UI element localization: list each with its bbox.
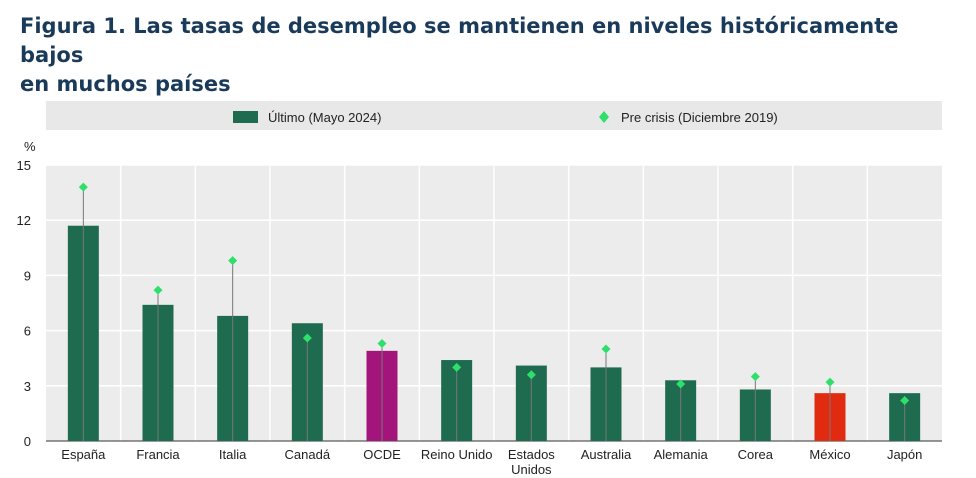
marker-precrisis — [825, 377, 835, 387]
y-tick-label: 12 — [17, 213, 31, 228]
x-tick-label: Corea — [738, 447, 774, 462]
marker-precrisis — [228, 256, 238, 266]
x-tick-label: Canadá — [285, 447, 331, 462]
y-tick-label: 6 — [24, 324, 31, 339]
x-tick-label: España — [61, 447, 106, 462]
chart-title-line-1: Figura 1. Las tasas de desempleo se mant… — [20, 14, 899, 67]
marker-precrisis — [601, 344, 611, 354]
y-axis: 0 3 6 9 12 15 — [17, 158, 31, 449]
chart-title: Figura 1. Las tasas de desempleo se mant… — [20, 12, 920, 99]
legend-swatch-precrisis — [599, 111, 609, 123]
x-tick-label: OCDE — [363, 447, 401, 462]
y-axis-unit: % — [24, 139, 36, 154]
legend-background — [46, 101, 942, 130]
x-axis: España Francia Italia Canadá OCDE Reino Unido… — [61, 447, 922, 477]
y-tick-label: 0 — [24, 434, 31, 449]
x-tick-label: México — [809, 447, 850, 462]
marker-precrisis — [750, 372, 760, 382]
x-tick-label: Japón — [887, 447, 922, 462]
y-tick-label: 15 — [17, 158, 31, 173]
x-tick-label: Estados — [508, 447, 555, 462]
marker-precrisis — [676, 379, 686, 389]
y-tick-label: 3 — [24, 379, 31, 394]
x-tick-label: Australia — [581, 447, 632, 462]
x-tick-label: Alemania — [654, 447, 709, 462]
x-tick-label: Italia — [219, 447, 247, 462]
marker-precrisis — [452, 362, 462, 372]
legend-label-latest: Último (Mayo 2024) — [268, 110, 381, 125]
x-tick-label: Reino Unido — [421, 447, 493, 462]
gridlines — [46, 164, 942, 442]
chart-title-line-2: en muchos países — [20, 72, 231, 96]
marker-precrisis — [78, 182, 88, 192]
y-tick-label: 9 — [24, 268, 31, 283]
marker-precrisis — [526, 370, 536, 380]
x-tick-label: Francia — [136, 447, 180, 462]
marker-precrisis — [302, 333, 312, 343]
markers-precrisis — [78, 182, 910, 441]
marker-precrisis — [153, 285, 163, 295]
x-tick-label: Unidos — [511, 462, 552, 477]
legend-swatch-latest — [233, 111, 258, 123]
legend-label-precrisis: Pre crisis (Diciembre 2019) — [621, 110, 778, 125]
marker-precrisis — [900, 396, 910, 406]
marker-precrisis — [377, 338, 387, 348]
